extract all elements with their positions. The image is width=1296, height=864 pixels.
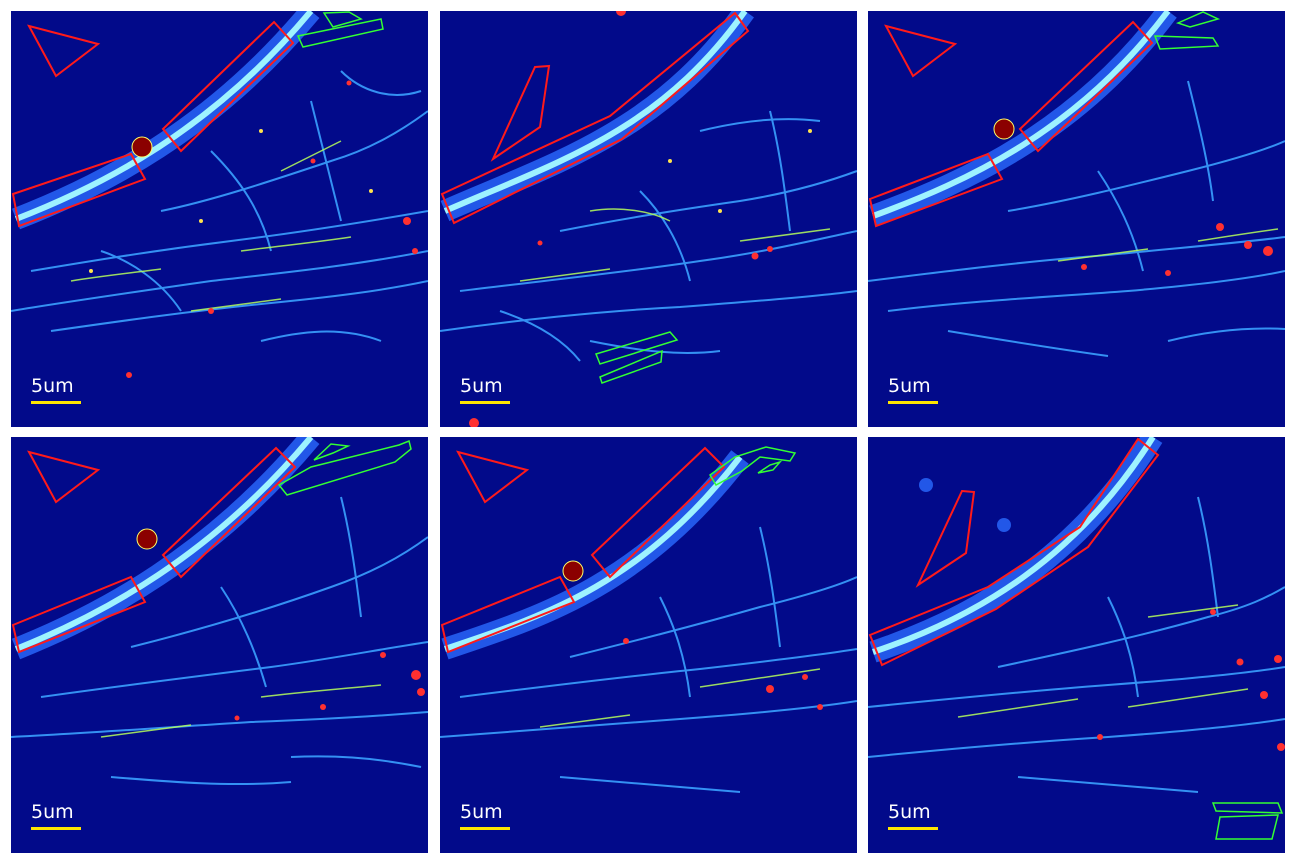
micrograph-panel-2: 5um [440,11,857,427]
micrograph-panel-1: 5um [11,11,428,427]
scale-bar: 5um [886,375,942,415]
scale-bar: 5um [886,801,942,841]
scale-bar-label: 5um [888,801,931,823]
scale-bar-label: 5um [460,801,503,823]
roi-signal-green [709,446,797,486]
scale-bar: 5um [29,375,85,415]
micrograph-image [440,11,857,427]
roi-signal-green [296,11,384,48]
scale-bar: 5um [29,801,85,841]
scale-bar-label: 5um [460,375,503,397]
marker-dot [562,560,584,582]
scale-bar-line [31,827,81,830]
scale-bar-label: 5um [31,375,74,397]
roi-signal-green [1153,11,1221,50]
scale-bar-line [888,401,938,404]
marker-dot [993,118,1015,140]
scale-bar-label: 5um [888,375,931,397]
roi-background-red [868,20,1154,228]
roi-background-red [11,20,295,228]
micrograph-panel-4: 5um [11,437,428,853]
scale-bar-label: 5um [31,801,74,823]
scale-bar-line [31,401,81,404]
roi-signal-green [277,439,412,496]
scale-bar-line [460,401,510,404]
roi-background-red [11,446,297,654]
roi-background-red [440,446,726,654]
micrograph-image [11,437,428,853]
marker-dot [136,528,158,550]
scale-bar: 5um [458,375,514,415]
micrograph-image [868,437,1285,853]
micrograph-panel-6: 5um [868,437,1285,853]
micrograph-image [440,437,857,853]
marker-dot [131,136,153,158]
roi-signal-green [594,331,679,384]
micrograph-image [868,11,1285,427]
roi-signal-green [1211,802,1284,840]
roi-background-red [440,11,750,225]
roi-background-red [868,437,1160,667]
micrograph-panel-5: 5um [440,437,857,853]
micrograph-panel-3: 5um [868,11,1285,427]
scale-bar: 5um [458,801,514,841]
scale-bar-line [460,827,510,830]
micrograph-image [11,11,428,427]
scale-bar-line [888,827,938,830]
